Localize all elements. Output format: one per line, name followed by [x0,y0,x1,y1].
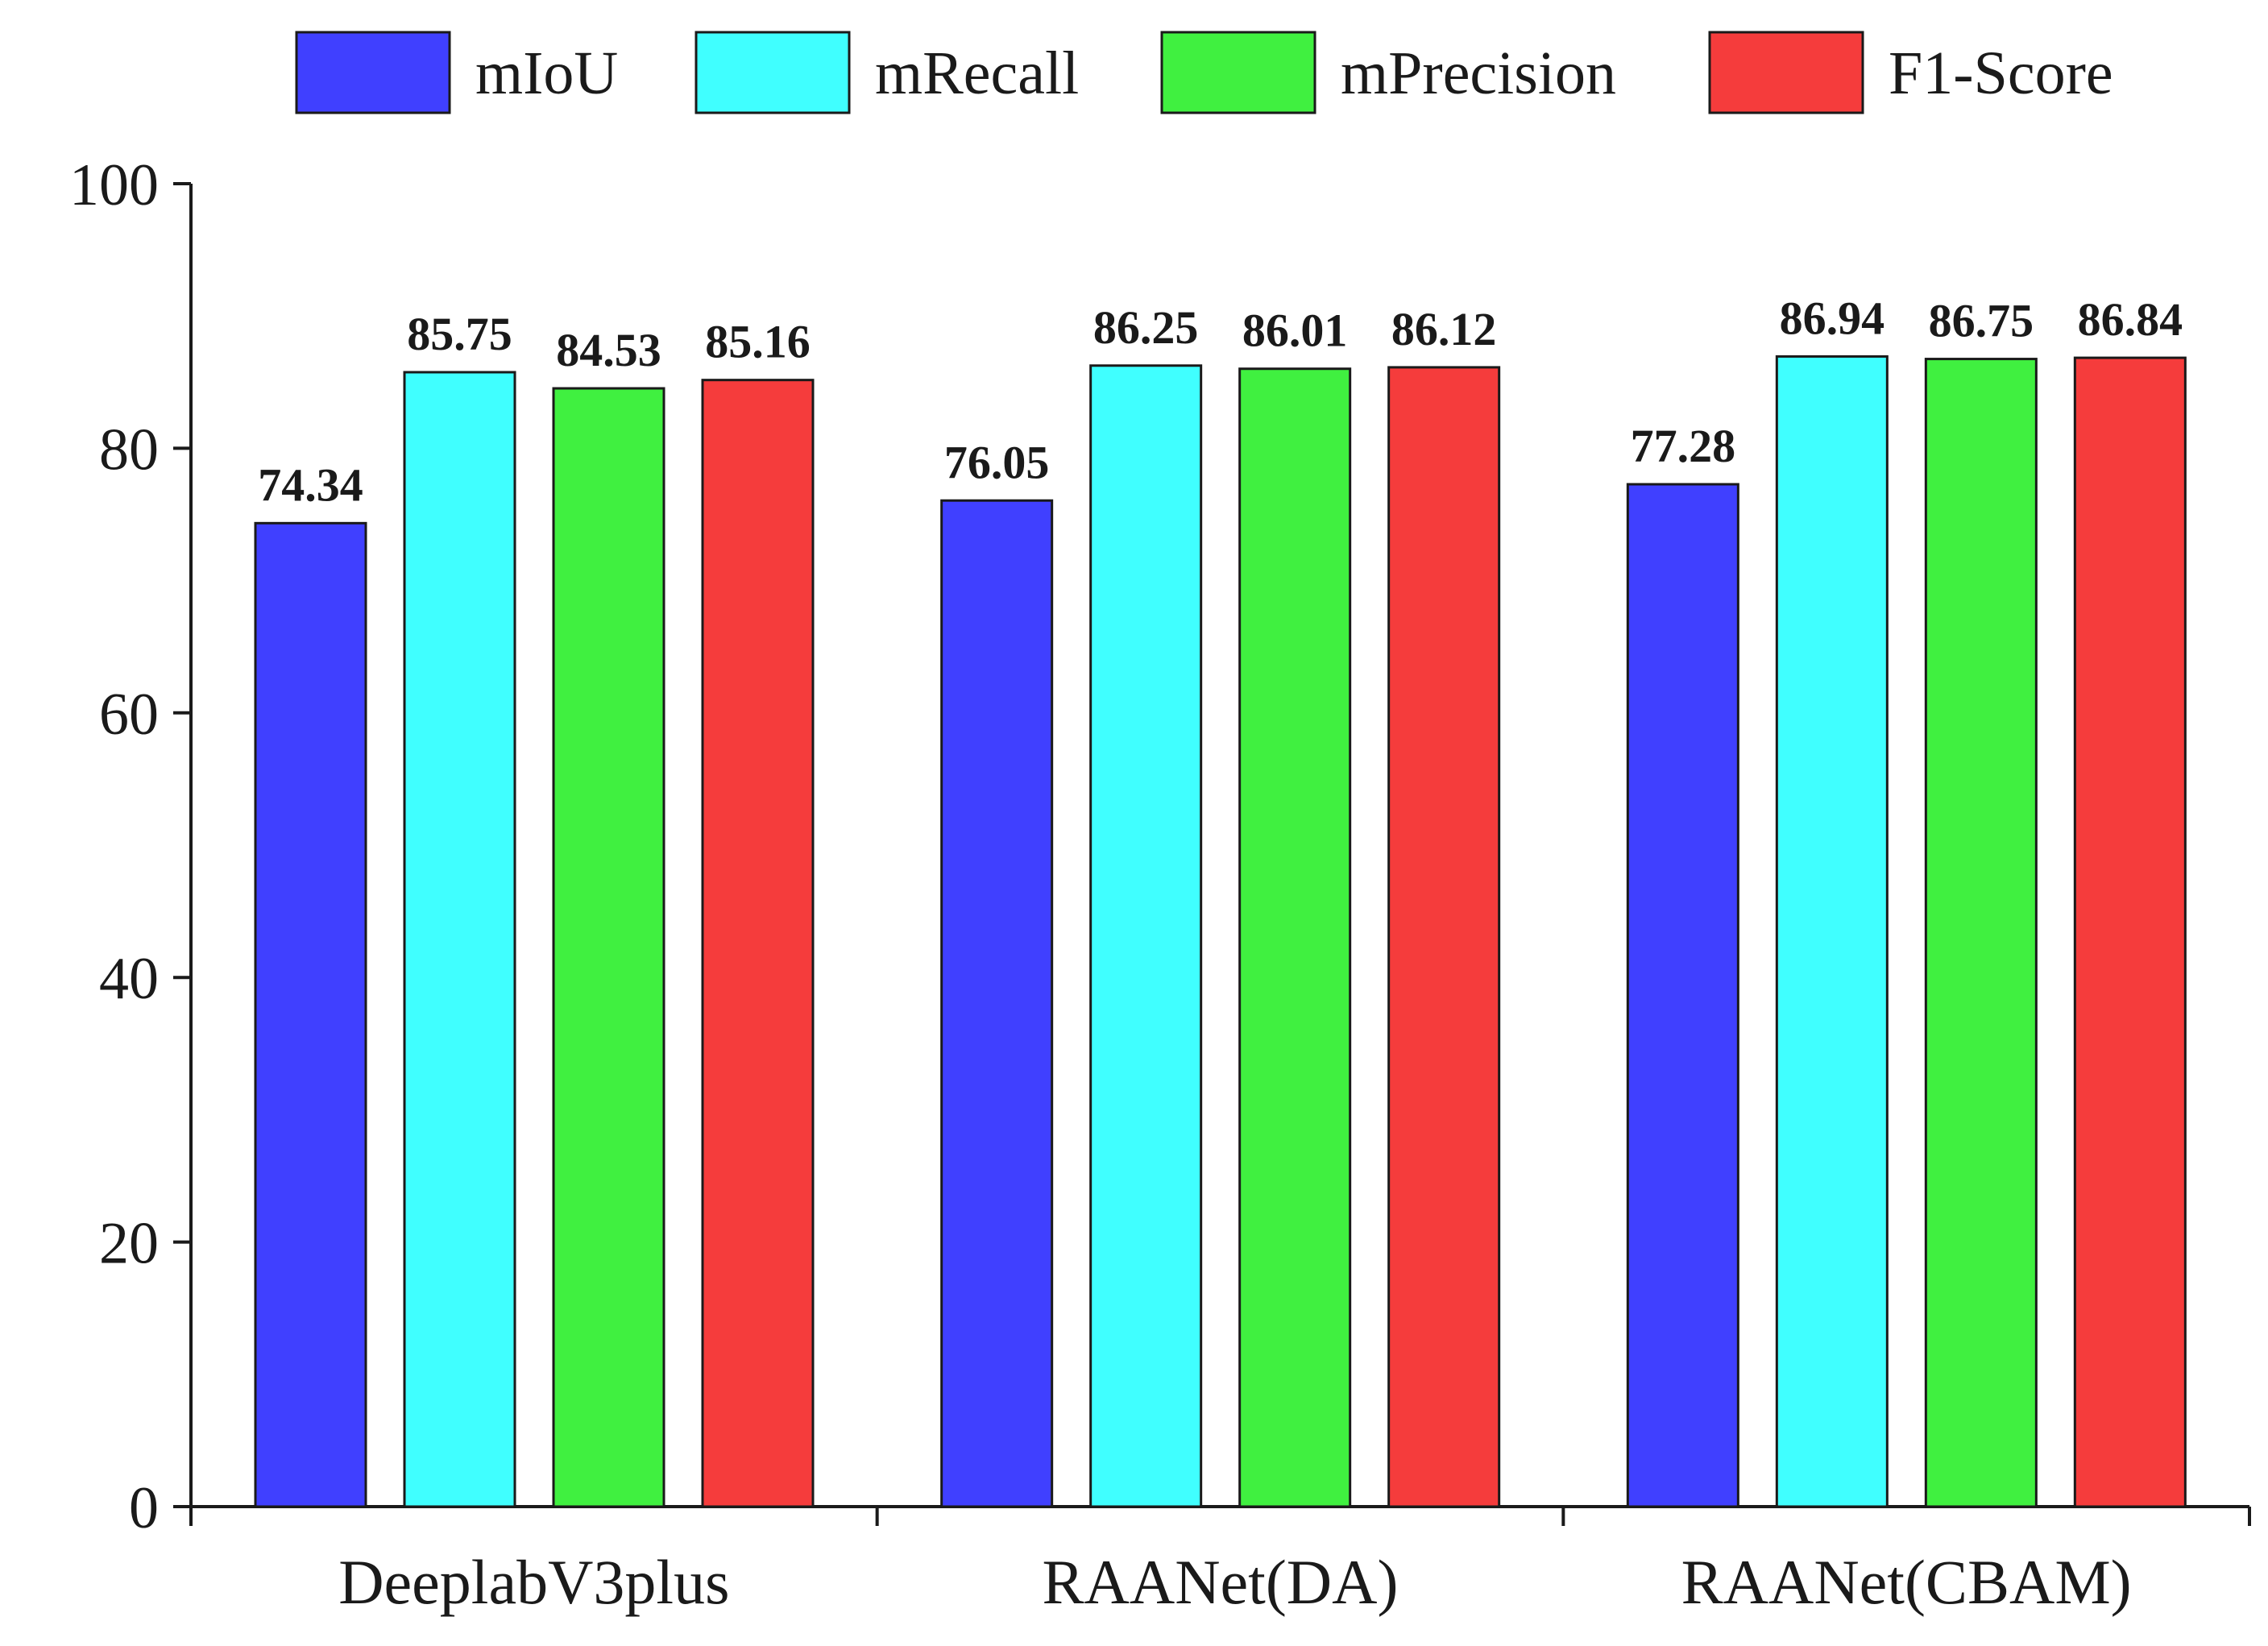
y-tick-label: 60 [99,682,159,748]
data-label: 77.28 [1631,420,1736,472]
data-label: 86.01 [1242,305,1348,357]
legend: mIoU mRecall mPrecision F1-Score [295,31,2113,114]
bar-mprecision-0 [552,387,665,1508]
bar-miou-0 [254,521,367,1508]
legend-swatch-f1-score [1708,31,1864,114]
bar-mrecall-0 [403,371,516,1508]
data-label: 85.75 [407,308,512,360]
legend-swatch-mprecision [1160,31,1316,114]
legend-swatch-miou [295,31,451,114]
x-category-label: RAANet(CBAM) [1681,1547,2132,1617]
data-label: 86.75 [1929,295,2034,347]
data-label: 86.84 [2078,293,2183,346]
legend-label: mRecall [875,39,1079,107]
bars [254,354,2187,1508]
data-label: 86.12 [1391,303,1497,355]
data-label: 74.34 [258,458,363,511]
y-axis: 0 20 40 60 80 100 [69,152,193,1541]
data-label: 85.16 [705,316,811,368]
bar-miou-1 [940,499,1054,1508]
y-tick-label: 20 [99,1211,159,1277]
data-label: 86.25 [1093,301,1199,354]
y-tick-label: 40 [99,946,159,1012]
x-category-label: RAANet(DA) [1043,1547,1399,1617]
data-label: 84.53 [556,324,661,376]
y-tick-label: 0 [129,1475,159,1541]
x-axis: DeeplabV3plus RAANet(DA) RAANet(CBAM) [189,1505,2251,1617]
data-label: 86.94 [1780,292,1885,344]
legend-swatch-mrecall [694,31,851,114]
bar-mrecall-1 [1089,364,1203,1508]
data-label: 76.05 [944,436,1050,488]
bar-f1-score-0 [701,379,815,1508]
y-tick-label: 100 [69,152,159,218]
legend-label: F1-Score [1889,39,2113,107]
legend-label: mIoU [475,39,618,107]
bar-f1-score-2 [2073,356,2187,1508]
x-category-label: DeeplabV3plus [338,1547,729,1617]
legend-label: mPrecision [1341,39,1616,107]
bar-f1-score-1 [1387,366,1501,1508]
bar-mprecision-2 [1924,358,2038,1508]
bar-miou-2 [1626,483,1739,1508]
bar-mrecall-2 [1775,354,1889,1508]
data-labels: 74.34 85.75 84.53 85.16 76.05 86.25 86.01 86.12… [258,292,2183,511]
y-tick-label: 80 [99,417,159,483]
bar-mprecision-1 [1238,367,1352,1508]
